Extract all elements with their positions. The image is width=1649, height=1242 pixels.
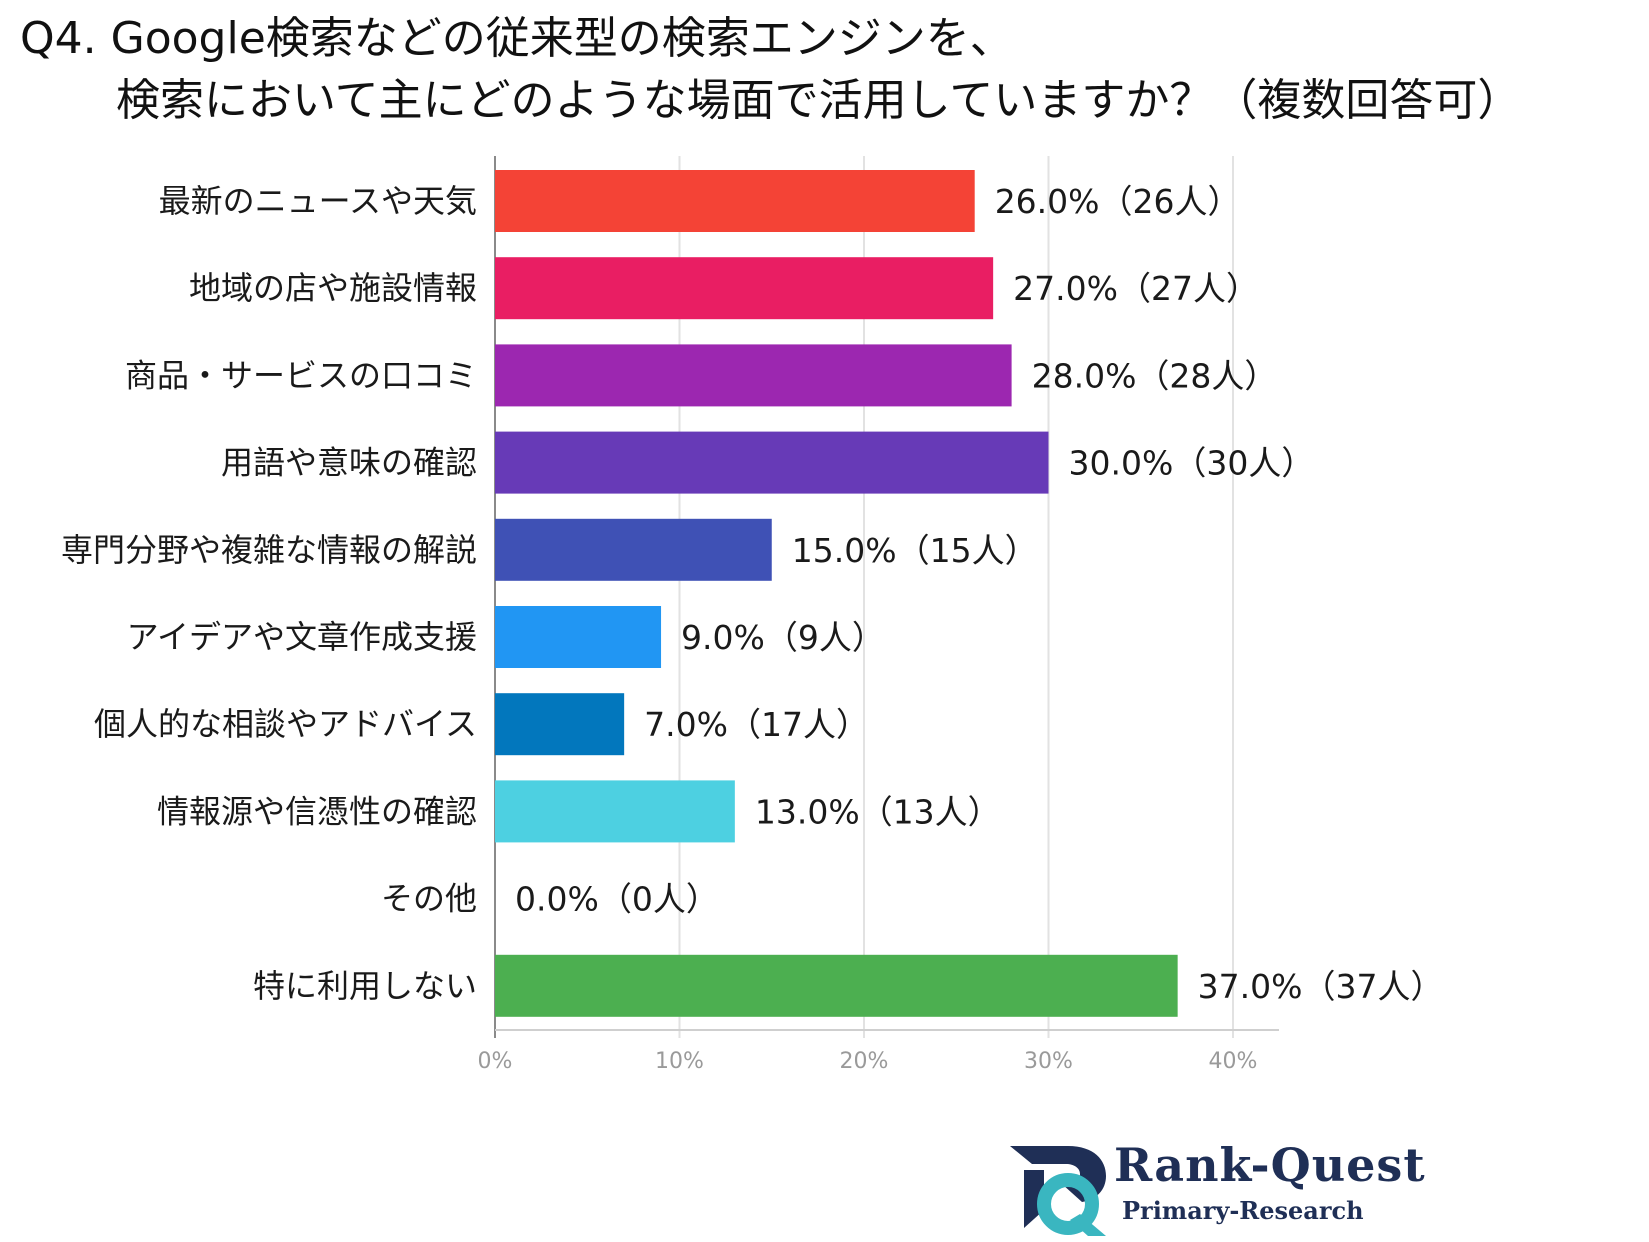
logo-name: Rank-Quest <box>1114 1138 1426 1192</box>
title-line-1: Q4. Google検索などの従来型の検索エンジンを、 <box>20 13 1014 64</box>
rank-quest-logo-mark <box>1010 1146 1106 1236</box>
value-label: 26.0%（26人） <box>995 182 1241 221</box>
chart-title: Q4. Google検索などの従来型の検索エンジンを、 検索において主にどのよう… <box>20 8 1521 132</box>
category-label: 最新のニュースや天気 <box>159 182 477 220</box>
bar-7 <box>495 693 625 756</box>
value-label: 28.0%（28人） <box>1032 356 1278 395</box>
value-label: 27.0%（27人） <box>1013 269 1259 308</box>
category-label: 情報源や信憑性の確認 <box>157 792 477 830</box>
title-line-2: 検索において主にどのような場面で活用していますか？（複数回答可） <box>116 75 1522 126</box>
bar-6 <box>495 606 662 668</box>
x-tick-label: 0% <box>478 1049 513 1074</box>
value-label: 9.0%（9人） <box>681 618 885 657</box>
bar-10 <box>495 954 1178 1017</box>
logo-subtitle: Primary-Research <box>1122 1196 1364 1225</box>
bar-2 <box>495 257 994 320</box>
rank-quest-logo: Rank-Quest Primary-Research <box>1010 1138 1425 1238</box>
logo-mark-teal-ring <box>1037 1173 1099 1235</box>
value-label: 13.0%（13人） <box>755 792 1001 831</box>
value-label: 15.0%（15人） <box>792 531 1038 570</box>
category-label: 個人的な相談やアドバイス <box>94 705 477 743</box>
bar-layer <box>495 170 1178 1017</box>
value-label: 7.0%（17人） <box>644 705 869 744</box>
category-label: 専門分野や複雑な情報の解説 <box>61 531 477 569</box>
category-label: その他 <box>381 880 477 918</box>
category-label: 商品・サービスの口コミ <box>125 356 477 394</box>
category-label: 特に利用しない <box>253 967 477 1005</box>
label-layer: 最新のニュースや天気 26.0%（26人） 地域の店や施設情報 27.0%（27人） 商… <box>61 182 1443 1006</box>
category-label: 用語や意味の確認 <box>221 444 477 482</box>
x-tick-label: 20% <box>840 1049 889 1074</box>
bar-3 <box>495 344 1012 407</box>
bar-8 <box>495 780 735 843</box>
category-label: アイデアや文章作成支援 <box>127 618 477 656</box>
bar-4 <box>495 431 1049 494</box>
x-tick-label: 40% <box>1209 1049 1258 1074</box>
x-tick-label: 10% <box>655 1049 704 1074</box>
value-label: 30.0%（30人） <box>1069 444 1315 483</box>
x-axis-ticks: 0% 10% 20% 30% 40% <box>478 1049 1258 1074</box>
logo-mark-teal-tail <box>1070 1214 1106 1236</box>
bar-5 <box>495 518 772 581</box>
category-label: 地域の店や施設情報 <box>189 269 477 307</box>
x-tick-label: 30% <box>1024 1049 1073 1074</box>
bar-1 <box>495 170 975 232</box>
bar-chart: 最新のニュースや天気 26.0%（26人） 地域の店や施設情報 27.0%（27人） 商… <box>61 156 1443 1074</box>
value-label: 37.0%（37人） <box>1198 967 1444 1006</box>
value-label: 0.0%（0人） <box>515 880 719 919</box>
